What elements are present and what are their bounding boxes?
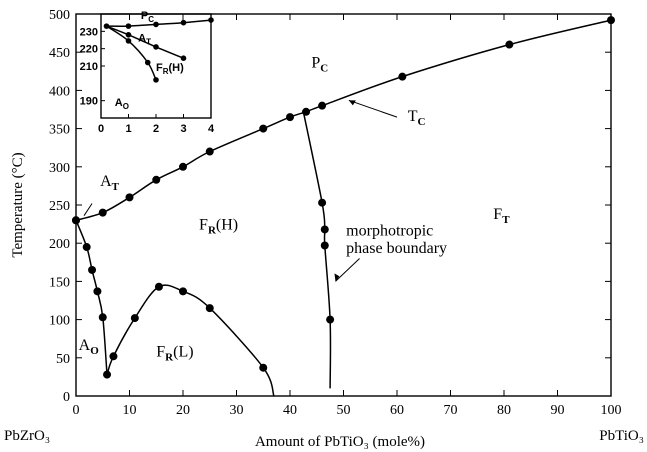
x-tick-label: 50 bbox=[337, 403, 351, 418]
at-arrow bbox=[83, 203, 93, 216]
tc-arrowhead bbox=[348, 100, 356, 106]
y-axis-label: Temperature (°C) bbox=[10, 152, 26, 257]
data-point bbox=[326, 315, 335, 324]
data-point bbox=[82, 243, 91, 252]
inset-y-tick-label: 210 bbox=[80, 61, 98, 73]
y-tick-label: 450 bbox=[49, 46, 70, 61]
inset-data-point bbox=[208, 17, 214, 23]
fr-low-dome bbox=[106, 284, 275, 397]
inset-data-point bbox=[180, 19, 187, 26]
data-point bbox=[125, 193, 134, 202]
x-tick-label: 70 bbox=[444, 403, 458, 418]
inset-region-label-fr-h: FR(H) bbox=[156, 62, 184, 76]
data-point bbox=[505, 40, 514, 49]
data-point bbox=[320, 241, 329, 250]
y-tick-label: 0 bbox=[63, 390, 70, 405]
data-point bbox=[398, 72, 407, 81]
inset-x-tick-label: 4 bbox=[208, 123, 215, 135]
y-tick-label: 400 bbox=[49, 84, 70, 99]
data-point bbox=[205, 147, 214, 156]
inset-ao-boundary bbox=[106, 25, 157, 81]
inset-data-point bbox=[153, 21, 159, 28]
inset-x-tick-label: 1 bbox=[125, 123, 131, 135]
data-point bbox=[318, 101, 327, 110]
inset-x-tick-label: 0 bbox=[98, 123, 104, 135]
data-point bbox=[286, 113, 294, 122]
region-label-ft: FT bbox=[493, 206, 510, 226]
x-tick-label: 0 bbox=[73, 403, 80, 418]
data-point bbox=[259, 363, 268, 372]
region-label-ao: AO bbox=[79, 337, 100, 357]
tc-arrow bbox=[348, 99, 398, 118]
x-tick-label: 90 bbox=[551, 403, 565, 418]
x-tick-label: 30 bbox=[230, 403, 244, 418]
y-tick-label: 350 bbox=[49, 123, 70, 138]
data-point bbox=[179, 287, 187, 296]
inset-at-boundary bbox=[106, 25, 184, 59]
x-tick-label: 10 bbox=[123, 403, 137, 418]
mpb-annotation-line2: phase boundary bbox=[346, 240, 447, 257]
end-label-pbzro3: PbZrO₃ bbox=[4, 428, 50, 444]
inset-data-point bbox=[153, 44, 159, 50]
inset-data-point bbox=[180, 55, 187, 61]
inset-data-point bbox=[125, 38, 132, 44]
x-axis-label: Amount of PbTiO₃ (mole%) bbox=[255, 434, 425, 450]
data-point bbox=[98, 208, 107, 217]
y-tick-label: 150 bbox=[49, 275, 70, 290]
inset-data-point bbox=[144, 59, 151, 66]
tc-curve bbox=[75, 19, 612, 222]
mpb-arrow bbox=[335, 258, 360, 282]
region-label-at: AT bbox=[100, 173, 120, 193]
inset-y-tick-label: 220 bbox=[80, 44, 98, 56]
inset-data-point bbox=[125, 23, 132, 29]
end-label-pbtio3: PbTiO₃ bbox=[599, 428, 644, 444]
data-point bbox=[259, 124, 268, 133]
data-point bbox=[152, 175, 161, 184]
y-tick-label: 50 bbox=[56, 352, 70, 367]
mpb-curve bbox=[302, 111, 332, 389]
inset-region-label-pc: PC bbox=[141, 10, 154, 24]
x-tick-label: 60 bbox=[390, 403, 404, 418]
data-point bbox=[93, 287, 102, 296]
data-point bbox=[72, 216, 80, 225]
y-tick-label: 300 bbox=[49, 161, 70, 176]
data-point bbox=[130, 314, 139, 323]
inset-region-label-ao: AO bbox=[115, 97, 129, 111]
data-point bbox=[318, 198, 327, 207]
x-tick-label: 80 bbox=[497, 403, 511, 418]
main-plot-area: 0 10 20 30 40 50 60 70 80 90 100050100150200250300… bbox=[4, 8, 644, 450]
data-point bbox=[607, 16, 615, 25]
y-tick-label: 100 bbox=[49, 314, 70, 329]
y-tick-label: 200 bbox=[49, 237, 70, 252]
data-point bbox=[88, 265, 97, 274]
mpb-annotation-line1: morphotropic bbox=[346, 223, 433, 240]
data-point bbox=[179, 162, 187, 171]
y-tick-label: 250 bbox=[49, 199, 70, 214]
mpb-arrowhead bbox=[334, 273, 340, 282]
inset-y-tick-label: 230 bbox=[80, 26, 98, 38]
x-tick-label: 100 bbox=[601, 403, 622, 418]
inset-y-tick-label: 190 bbox=[80, 96, 98, 108]
inset-region-label-at: AT bbox=[138, 33, 151, 47]
inset-tc-curve bbox=[106, 19, 212, 27]
y-tick-label: 500 bbox=[49, 8, 70, 23]
region-label-fr-h: FR(H) bbox=[199, 216, 238, 236]
inset-x-tick-label: 2 bbox=[153, 123, 159, 135]
x-tick-label: 40 bbox=[283, 403, 297, 418]
inset-data-point bbox=[153, 77, 159, 83]
data-point bbox=[98, 313, 107, 322]
region-label-fr-l: FR(L) bbox=[156, 343, 193, 363]
tc-annotation: TC bbox=[408, 108, 426, 128]
region-label-pc: PC bbox=[311, 54, 328, 74]
inset-x-tick-label: 3 bbox=[180, 123, 186, 135]
data-point bbox=[205, 304, 214, 313]
x-tick-label: 20 bbox=[176, 403, 190, 418]
data-point bbox=[154, 282, 163, 291]
data-point bbox=[320, 225, 329, 234]
inset-data-point bbox=[125, 32, 132, 38]
data-point bbox=[109, 352, 118, 361]
inset-plot-area: 0 1 2 3 4 230 220 210 190 PC AT FR(H) AO bbox=[80, 10, 215, 135]
